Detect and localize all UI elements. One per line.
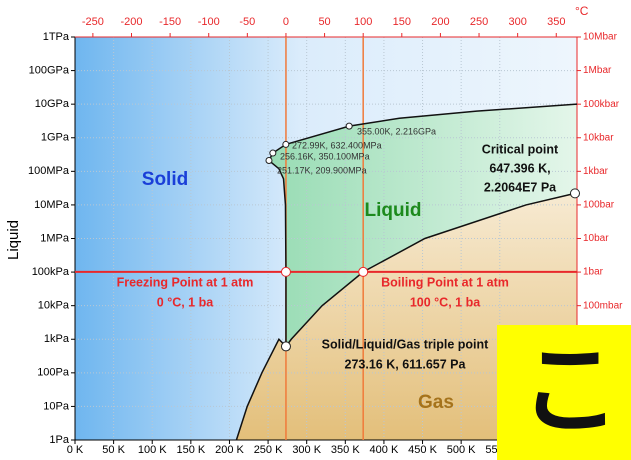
y-tick-label: 10MPa: [34, 199, 70, 211]
phase-point: [280, 266, 291, 277]
point-label: Solid/Liquid/Gas triple point: [322, 337, 490, 351]
phase-point: [265, 157, 273, 165]
x2-tick-label: 150: [393, 16, 411, 28]
x2-tick-label: 350: [547, 16, 565, 28]
x2-tick-label: -50: [239, 16, 255, 28]
x-tick-label: 450 K: [408, 444, 437, 456]
y-tick-label: 10Pa: [43, 400, 70, 412]
region-label: Liquid: [365, 200, 422, 221]
point-label: 355.00K, 2.216GPa: [357, 126, 436, 136]
point-label: 0 °C, 1 ba: [157, 295, 214, 309]
point-label: 272.99K, 632.400MPa: [292, 140, 382, 150]
y-tick-label: 1MPa: [40, 232, 70, 244]
x2-tick-label: -150: [159, 16, 181, 28]
y2-tick-label: 100mbar: [583, 300, 623, 311]
overlay-box: [497, 325, 631, 460]
x2-tick-label: 0: [283, 16, 289, 28]
phase-curve: [235, 337, 287, 441]
x2-tick-label: -250: [82, 16, 104, 28]
x-tick-label: 250 K: [254, 444, 283, 456]
x2-tick-label: 200: [431, 16, 449, 28]
x-tick-label: 400 K: [370, 444, 399, 456]
x2-tick-label: -100: [198, 16, 220, 28]
x2-tick-label: 300: [508, 16, 526, 28]
phase-point: [569, 188, 580, 199]
point-label: 647.396 K,: [489, 161, 550, 175]
point-label: Freezing Point at 1 atm: [117, 275, 254, 289]
x-tick-label: 100 K: [138, 444, 167, 456]
region-label: Gas: [418, 392, 454, 413]
point-label: 100 °C, 1 ba: [410, 295, 481, 309]
y-tick-label: 100kPa: [32, 266, 70, 278]
x-tick-label: 50 K: [102, 444, 125, 456]
y-axis-label: Liquid: [5, 220, 22, 260]
y-tick-label: 10GPa: [35, 98, 70, 110]
overlay-text: こ: [520, 334, 620, 446]
x-tick-label: 350 K: [331, 444, 360, 456]
phase-point: [358, 266, 369, 277]
point-label: 2.2064E7 Pa: [484, 180, 557, 194]
x-tick-label: 0 K: [67, 444, 84, 456]
phase-point: [280, 341, 291, 352]
x-tick-label: 500 K: [447, 444, 476, 456]
phase-point: [269, 149, 277, 157]
point-label: Boiling Point at 1 atm: [381, 275, 509, 289]
gas-region: [236, 193, 578, 440]
x-tick-label: 150 K: [176, 444, 205, 456]
y-tick-label: 100MPa: [28, 165, 70, 177]
x2-tick-label: 50: [318, 16, 330, 28]
y2-tick-label: 1Mbar: [583, 65, 612, 76]
phase-point: [282, 140, 290, 148]
x2-tick-label: -200: [120, 16, 142, 28]
point-label: 251.17K, 209.900MPa: [277, 165, 367, 175]
x2-tick-label: 100: [354, 16, 372, 28]
x2-tick-label: 250: [470, 16, 488, 28]
y-tick-label: 100Pa: [37, 367, 70, 379]
phase-point: [345, 122, 353, 130]
y-tick-label: 1GPa: [41, 132, 70, 144]
x-tick-label: 300 K: [292, 444, 321, 456]
y-tick-label: 1TPa: [43, 31, 70, 43]
y2-tick-label: 10kbar: [583, 132, 614, 143]
y-tick-label: 100GPa: [29, 64, 70, 76]
region-label: Solid: [142, 169, 188, 190]
y-tick-label: 1kPa: [44, 333, 70, 345]
y2-tick-label: 100bar: [583, 200, 615, 211]
y2-tick-label: 10bar: [583, 233, 609, 244]
y2-tick-label: 10Mbar: [583, 32, 618, 43]
y-tick-label: 10kPa: [38, 300, 70, 312]
point-label: 256.16K, 350.100MPa: [280, 151, 370, 161]
point-label: Critical point: [482, 142, 559, 156]
y2-tick-label: 100kbar: [583, 99, 620, 110]
x2-axis-label: °C: [575, 4, 589, 18]
y2-tick-label: 1bar: [583, 267, 604, 278]
y2-tick-label: 1kbar: [583, 166, 609, 177]
phase-curve: [268, 103, 578, 347]
y-tick-label: 1Pa: [49, 434, 69, 446]
x-tick-label: 200 K: [215, 444, 244, 456]
point-label: 273.16 K, 611.657 Pa: [345, 357, 467, 371]
